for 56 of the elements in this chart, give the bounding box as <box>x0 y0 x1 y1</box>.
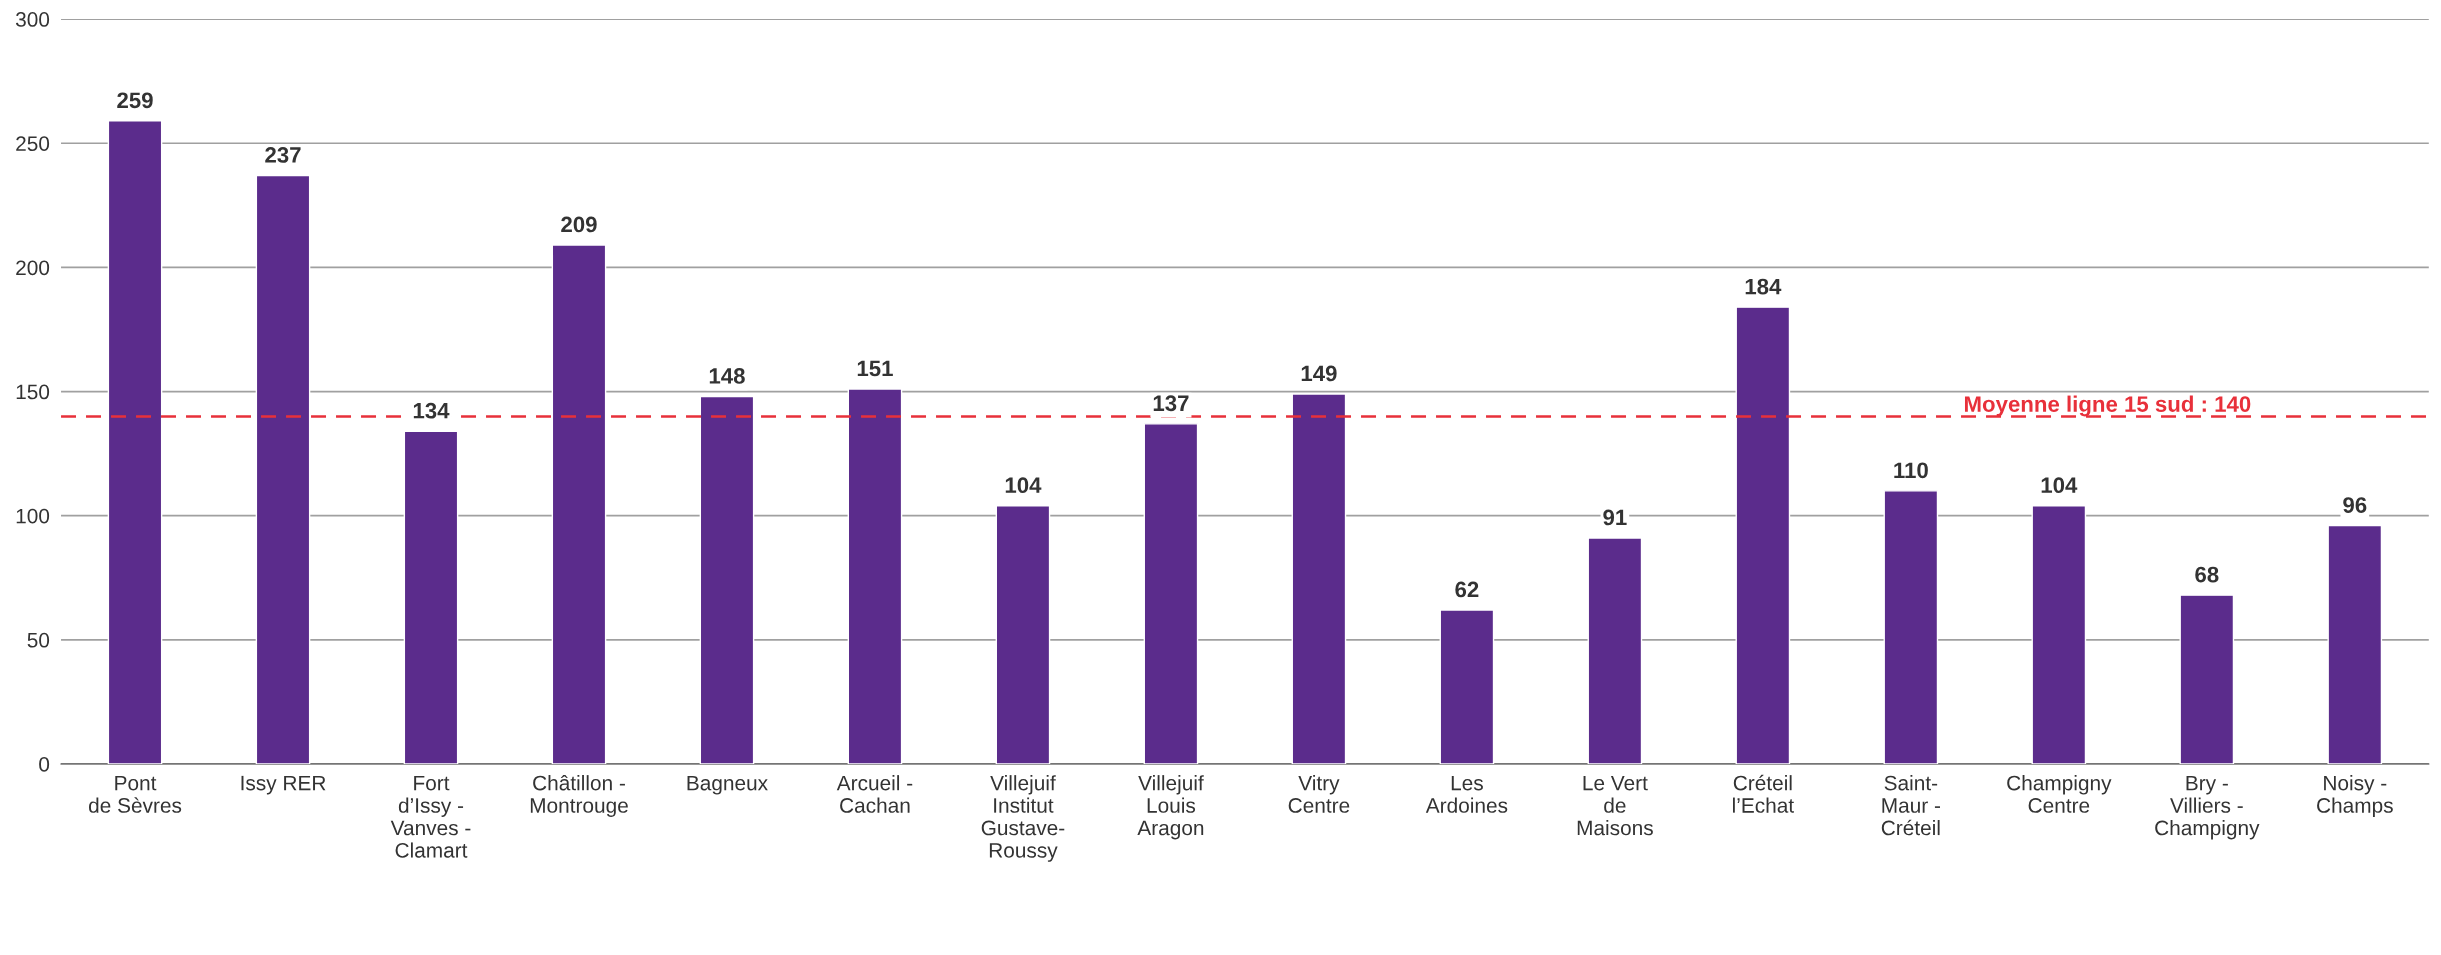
y-tick-label: 250 <box>16 136 50 151</box>
data-label: 110 <box>1894 462 1928 479</box>
data-label: 134 <box>413 402 450 419</box>
data-label: 91 <box>1603 509 1627 526</box>
x-tick-label: Champigny Centre <box>2007 775 2112 813</box>
x-tick-label: Arcueil - Cachan <box>836 775 913 813</box>
x-tick-label: Pont de Sèvres <box>89 775 182 813</box>
data-label: 184 <box>1745 278 1782 295</box>
x-tick-label: Bry - Villiers - Champigny <box>2155 775 2260 840</box>
data-label: 137 <box>1153 395 1189 412</box>
bar <box>1143 423 1199 764</box>
data-label: 237 <box>265 147 301 163</box>
bar <box>2179 594 2235 764</box>
y-tick-label: 300 <box>15 12 50 27</box>
x-tick-label: Issy RER <box>241 775 326 795</box>
data-label: 151 <box>857 360 893 377</box>
y-tick-label: 200 <box>16 260 50 276</box>
bar <box>107 120 163 764</box>
x-tick-label: Fort d’Issy - Vanves - Clamart <box>390 775 471 858</box>
data-label: 96 <box>2343 497 2367 513</box>
x-tick-label: Le Vert de Maisons <box>1577 775 1653 836</box>
x-tick-label: Noisy - Champs <box>2317 775 2393 817</box>
bar <box>1291 393 1347 764</box>
data-label: 148 <box>709 368 745 384</box>
data-label: 259 <box>117 92 153 109</box>
x-tick-label: Châtillon - Montrouge <box>530 775 628 817</box>
bar <box>551 244 607 764</box>
bar <box>699 395 755 764</box>
y-tick-label: 100 <box>16 508 50 524</box>
bar <box>2031 505 2087 764</box>
data-label: 104 <box>2041 477 2078 494</box>
y-tick-label: 0 <box>39 757 50 772</box>
data-label: 149 <box>1301 365 1337 382</box>
x-tick-label: Vitry Centre <box>1288 775 1350 813</box>
data-label: 104 <box>1005 477 1042 494</box>
data-label: 209 <box>561 216 597 233</box>
x-tick-label: Les Ardoines <box>1425 775 1508 813</box>
y-tick-label: 50 <box>27 632 50 648</box>
bar <box>2327 524 2383 764</box>
y-tick-label: 150 <box>16 384 50 400</box>
bar <box>995 505 1051 764</box>
bar <box>1587 537 1643 764</box>
x-tick-label: Villejuif Institut Gustave- Roussy <box>981 775 1065 862</box>
bar <box>403 430 459 764</box>
x-tick-label: Créteil l’Echat <box>1733 774 1794 813</box>
bar <box>1735 306 1791 764</box>
x-tick-label: Saint- Maur - Créteil <box>1881 775 1941 836</box>
x-tick-label: Villejuif Louis Aragon <box>1137 775 1204 840</box>
bar <box>255 174 311 764</box>
x-tick-label: Bagneux <box>687 775 768 795</box>
data-label: 62 <box>1455 581 1479 598</box>
bar <box>847 388 903 764</box>
data-label: 68 <box>2195 566 2219 583</box>
ref-line-label: Moyenne ligne 15 sud : 140 <box>1964 395 2251 417</box>
bar <box>1883 490 1939 764</box>
bar <box>1439 609 1495 764</box>
